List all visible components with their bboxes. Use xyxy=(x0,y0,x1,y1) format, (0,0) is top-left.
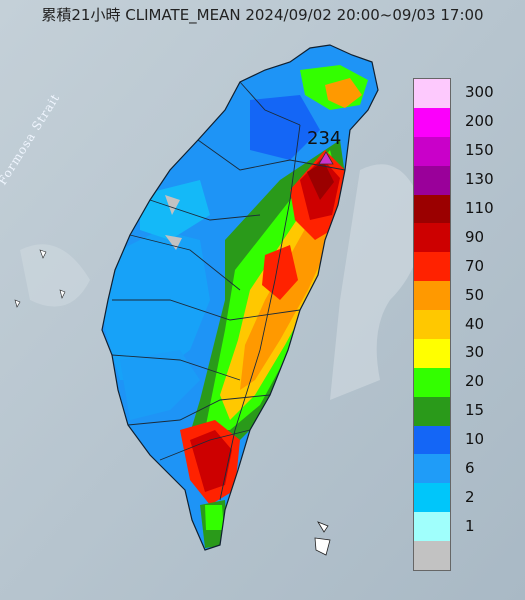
legend-label: 10 xyxy=(465,430,485,449)
legend-label: 70 xyxy=(465,256,485,275)
legend-swatch xyxy=(414,252,450,282)
penghu-islands xyxy=(14,249,66,308)
legend-swatch xyxy=(414,367,450,397)
legend-label: 1 xyxy=(465,516,475,535)
legend-swatch xyxy=(414,425,450,455)
map-title: 累積21小時 CLIMATE_MEAN 2024/09/02 20:00~09/… xyxy=(41,6,484,24)
orchid-island xyxy=(314,537,331,556)
legend-label: 200 xyxy=(465,112,494,131)
legend-label: 30 xyxy=(465,343,485,362)
legend-swatch xyxy=(414,136,450,166)
legend-label: 110 xyxy=(465,198,494,217)
max-rainfall-marker-icon xyxy=(318,151,334,165)
legend-swatch xyxy=(414,165,450,195)
legend-label: 2 xyxy=(465,487,475,506)
legend-swatch xyxy=(414,338,450,368)
legend-swatch xyxy=(414,223,450,253)
legend-label: 150 xyxy=(465,141,494,160)
max-rainfall-value: 234 xyxy=(307,128,342,149)
legend-label: 15 xyxy=(465,401,485,420)
legend-swatch xyxy=(414,541,450,571)
legend-label: 300 xyxy=(465,83,494,102)
legend-swatch xyxy=(414,107,450,137)
legend-swatch xyxy=(414,396,450,426)
legend-label: 20 xyxy=(465,372,485,391)
rainfall-legend xyxy=(413,78,451,571)
legend-swatch xyxy=(414,512,450,542)
cloud-texture xyxy=(330,164,422,400)
taiwan-coastline xyxy=(101,44,379,551)
legend-swatch xyxy=(414,281,450,311)
cloud-texture xyxy=(20,244,90,307)
legend-label: 130 xyxy=(465,170,494,189)
legend-swatch xyxy=(414,454,450,484)
legend-swatch xyxy=(414,310,450,340)
legend-label: 6 xyxy=(465,458,475,477)
legend-swatch xyxy=(414,483,450,513)
county-boundaries xyxy=(111,81,346,501)
legend-label: 50 xyxy=(465,285,485,304)
green-island xyxy=(317,521,329,533)
legend-label: 90 xyxy=(465,227,485,246)
legend-swatch xyxy=(414,79,450,108)
legend-label: 40 xyxy=(465,314,485,333)
legend-swatch xyxy=(414,194,450,224)
